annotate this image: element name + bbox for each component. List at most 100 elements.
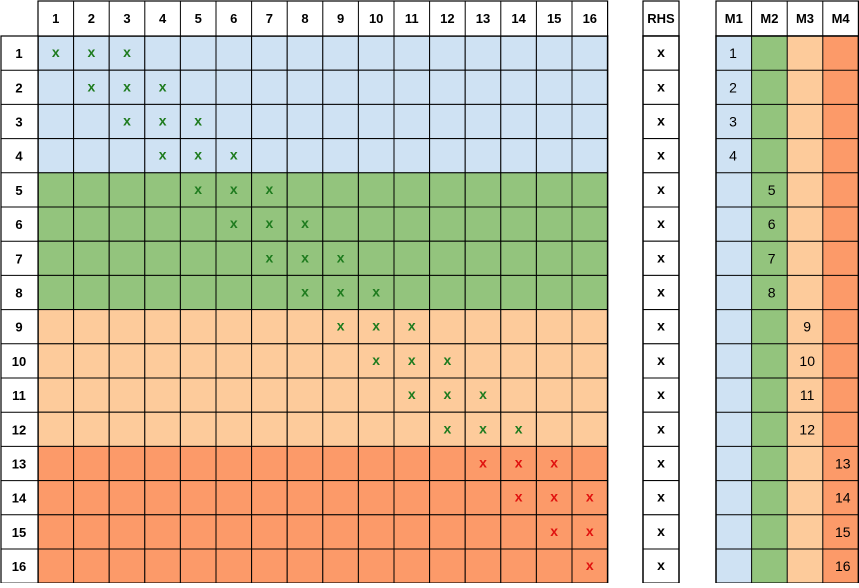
row-header-label: 3 [15, 115, 22, 130]
matrix-cell [251, 103, 288, 140]
matrix-cell [108, 445, 146, 482]
matrix-cell [500, 103, 537, 140]
row-header-label: 11 [12, 388, 26, 403]
matrix-cell [500, 343, 537, 379]
m-column-cell [751, 412, 788, 447]
m-column-cell [751, 36, 788, 71]
matrix-cell [571, 480, 609, 516]
matrix-cell [322, 206, 359, 242]
matrix-cell [37, 309, 75, 345]
matrix-cell [429, 240, 466, 276]
matrix-cell [429, 514, 466, 550]
matrix-cell [37, 445, 75, 482]
matrix-cell [357, 514, 395, 550]
matrix-cell [571, 377, 609, 413]
m-column-cell [716, 549, 752, 584]
matrix-cell [571, 103, 609, 140]
matrix-cell [500, 377, 537, 413]
matrix-cell [286, 480, 324, 516]
matrix-cell [37, 69, 75, 105]
matrix-cell [535, 411, 573, 447]
matrix-mark: x [301, 249, 309, 265]
m-column-cell [787, 275, 823, 310]
matrix-cell [464, 103, 502, 140]
matrix-cell [286, 445, 324, 482]
matrix-cell [179, 548, 217, 584]
matrix-cell [571, 138, 609, 174]
matrix-cell [535, 35, 573, 71]
matrix-cell [215, 548, 253, 584]
matrix-mark: x [479, 386, 487, 402]
matrix-cell [393, 343, 431, 379]
matrix-cell [464, 480, 502, 516]
matrix-cell [357, 69, 395, 105]
column-header-label: 4 [159, 11, 167, 26]
m-column-cell [822, 412, 859, 447]
matrix-cell [357, 138, 395, 174]
matrix-cell [144, 35, 181, 71]
matrix-cell [179, 206, 217, 242]
matrix-cell [571, 411, 609, 447]
matrix-cell [251, 377, 288, 413]
matrix-mark: x [408, 318, 416, 334]
matrix-cell [286, 103, 324, 140]
matrix-mark: x [337, 284, 345, 300]
matrix-cell [251, 35, 288, 71]
m-column-cell [822, 343, 859, 378]
matrix-cell [144, 480, 181, 516]
matrix-cell [108, 343, 146, 379]
m-column-cell [751, 309, 788, 344]
m-value-label: 5 [768, 182, 776, 198]
matrix-cell [73, 445, 110, 482]
m-column-cell [822, 378, 859, 413]
rhs-mark: x [657, 557, 665, 573]
matrix-cell [251, 69, 288, 105]
matrix-cell [73, 514, 110, 550]
matrix-cell [73, 172, 110, 208]
m-column-cell [787, 378, 823, 413]
matrix-cell [464, 274, 502, 311]
matrix-cell [108, 548, 146, 584]
matrix-cell [144, 343, 181, 379]
matrix-cell [429, 309, 466, 345]
rhs-mark: x [657, 78, 665, 94]
matrix-cell [73, 35, 110, 71]
matrix-cell [286, 172, 324, 208]
matrix-cell [179, 35, 217, 71]
row-header-label: 14 [12, 491, 27, 506]
matrix-mark: x [159, 113, 167, 129]
m-column-cell [716, 207, 752, 242]
matrix-mark: x [337, 318, 345, 334]
rhs-mark: x [657, 386, 665, 402]
matrix-cell [179, 309, 217, 345]
matrix-cell [73, 206, 110, 242]
matrix-cell [215, 377, 253, 413]
matrix-cell [108, 480, 146, 516]
m-value-label: 16 [835, 558, 851, 574]
matrix-cell [286, 138, 324, 174]
m-column-cell [787, 514, 823, 549]
matrix-cell [215, 240, 253, 276]
matrix-cell [571, 548, 609, 584]
matrix-cell [286, 35, 324, 71]
matrix-cell [535, 548, 573, 584]
m-value-label: 14 [835, 490, 851, 506]
matrix-cell [357, 206, 395, 242]
matrix-cell [429, 103, 466, 140]
m-column-cell [751, 70, 788, 105]
matrix-cell [251, 480, 288, 516]
matrix-cell [393, 480, 431, 516]
matrix-mark: x [230, 215, 238, 231]
matrix-mark: x [479, 455, 487, 471]
m-column-cell [751, 138, 788, 173]
matrix-cell [286, 206, 324, 242]
m-column-cell [822, 275, 859, 310]
m-header-label: M3 [796, 11, 814, 26]
m-column-cell [751, 104, 788, 139]
m-column-cell [787, 480, 823, 515]
m-column-cell [787, 207, 823, 242]
row-header-label: 12 [12, 422, 26, 437]
matrix-cell [322, 377, 359, 413]
matrix-cell [215, 343, 253, 379]
matrix-cell [464, 69, 502, 105]
